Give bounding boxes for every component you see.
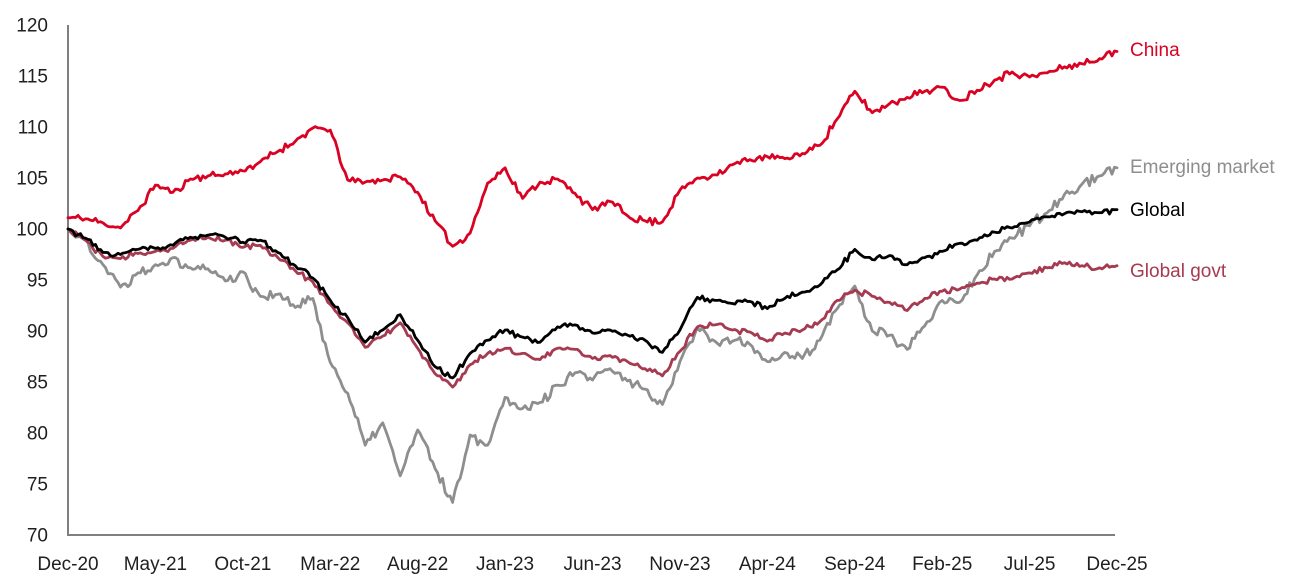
x-axis-tick-label: Feb-25 — [912, 554, 972, 575]
x-axis-tick-label: Jul-25 — [1004, 554, 1056, 575]
y-axis-tick-label: 70 — [27, 526, 48, 547]
x-axis-tick-label: Apr-24 — [739, 554, 796, 575]
x-axis-tick-label: Jun-23 — [563, 554, 621, 575]
x-axis-tick-label: Nov-23 — [649, 554, 710, 575]
series-label-emerging-market: Emerging market — [1130, 157, 1275, 178]
y-axis-tick-label: 75 — [27, 475, 48, 496]
x-axis-tick-label: Mar-22 — [300, 554, 360, 575]
x-axis-tick-label: May-21 — [124, 554, 187, 575]
y-axis-tick-label: 85 — [27, 373, 48, 394]
x-axis-tick-label: Sep-24 — [824, 554, 886, 575]
y-axis-tick-label: 80 — [27, 424, 48, 445]
y-axis-tick-label: 100 — [16, 220, 48, 241]
series-label-china: China — [1130, 40, 1180, 61]
series-line-global-govt — [66, 227, 1119, 389]
x-axis-tick-label: Aug-22 — [387, 554, 448, 575]
series-label-global: Global — [1130, 200, 1185, 221]
y-axis-tick-label: 105 — [16, 169, 48, 190]
series-line-global — [66, 208, 1119, 380]
y-axis-tick-label: 120 — [16, 16, 48, 37]
y-axis-tick-label: 110 — [18, 118, 48, 139]
x-axis-tick-label: Dec-20 — [37, 554, 98, 575]
y-axis-tick-label: 95 — [27, 271, 48, 292]
series-line-emerging-market — [66, 165, 1119, 504]
series-line-china — [66, 49, 1119, 248]
y-axis-tick-label: 115 — [18, 67, 48, 88]
x-axis-tick-label: Jan-23 — [476, 554, 534, 575]
series-label-global-govt: Global govt — [1130, 261, 1227, 282]
x-axis-tick-label: Oct-21 — [214, 554, 271, 575]
y-axis-tick-label: 90 — [27, 322, 48, 343]
x-axis-tick-label: Dec-25 — [1086, 554, 1147, 575]
